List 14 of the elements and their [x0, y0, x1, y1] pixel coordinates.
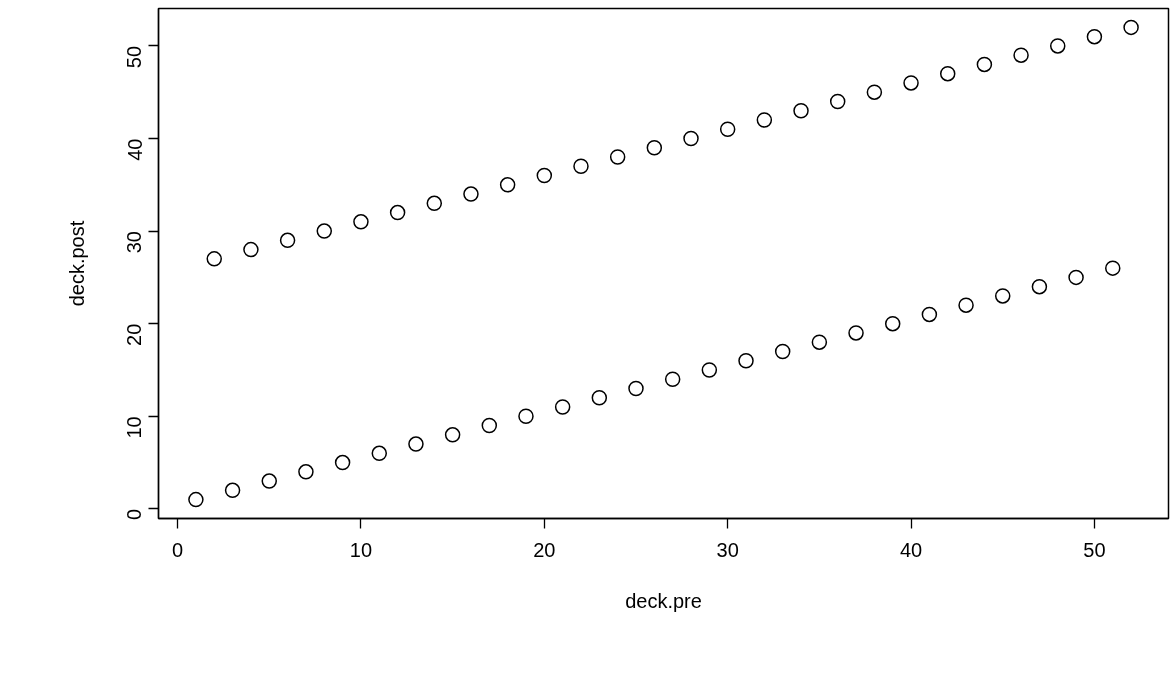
x-tick-label: 30: [716, 538, 739, 561]
y-tick-label: 30: [123, 231, 146, 254]
y-tick-label: 20: [123, 323, 146, 346]
x-tick-label: 40: [899, 538, 923, 561]
y-tick-label: 0: [123, 508, 146, 520]
x-tick-label: 50: [1083, 538, 1106, 561]
x-tick-label: 10: [349, 538, 373, 561]
x-axis-title: deck.pre: [625, 589, 702, 612]
y-tick-label: 50: [123, 45, 146, 69]
y-tick-label: 40: [123, 138, 146, 161]
x-tick-label: 20: [533, 538, 556, 561]
y-axis-title: deck.post: [65, 220, 88, 307]
x-tick-label: 0: [172, 538, 184, 561]
y-tick-label: 10: [123, 416, 146, 439]
